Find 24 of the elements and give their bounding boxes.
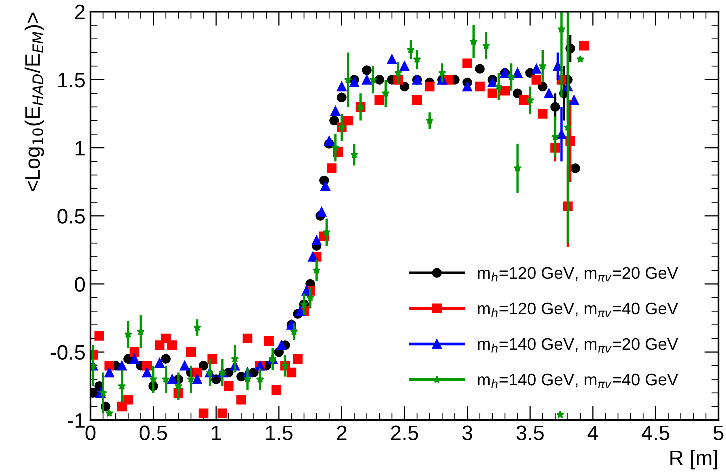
y-tick-label: -0.5 <box>50 345 86 360</box>
x-tick-label: 1.5 <box>266 426 293 441</box>
y-tick-label: 2 <box>75 4 85 20</box>
y-tick-label: 1.5 <box>58 73 86 88</box>
y-axis-title: <Log$_{10}$(E$_{HAD}$/E$_{EM}$)> <box>24 12 44 192</box>
legend-label: m$_{h}$=140 GeV, m$_{πv}$=20 GeV <box>478 338 678 353</box>
y-tick-label: 0.5 <box>58 209 86 224</box>
x-tick-label: 4 <box>588 426 598 440</box>
x-tick-label: 4.5 <box>642 426 670 441</box>
legend-label: m$_{h}$=120 GeV, m$_{πv}$=20 GeV <box>478 267 678 282</box>
x-axis-title: R [m] <box>670 450 718 470</box>
x-tick-label: 2.5 <box>391 426 418 441</box>
x-tick-label: 1 <box>212 426 222 440</box>
legend-label: m$_{h}$=120 GeV, m$_{πv}$=40 GeV <box>478 302 678 318</box>
x-tick-label: 0.5 <box>140 426 168 441</box>
y-tick-label: 0 <box>75 277 86 292</box>
legend-label: m$_{h}$=140 GeV, m$_{πv}$=40 GeV <box>478 374 678 389</box>
x-tick-label: 3.5 <box>516 426 544 441</box>
x-tick-label: 0 <box>86 426 96 441</box>
x-tick-label: 2 <box>337 426 347 440</box>
x-tick-label: 5 <box>714 426 724 441</box>
x-tick-label: 3 <box>462 426 472 441</box>
y-tick-label: 1 <box>76 141 85 156</box>
y-tick-label: -1 <box>68 414 85 428</box>
